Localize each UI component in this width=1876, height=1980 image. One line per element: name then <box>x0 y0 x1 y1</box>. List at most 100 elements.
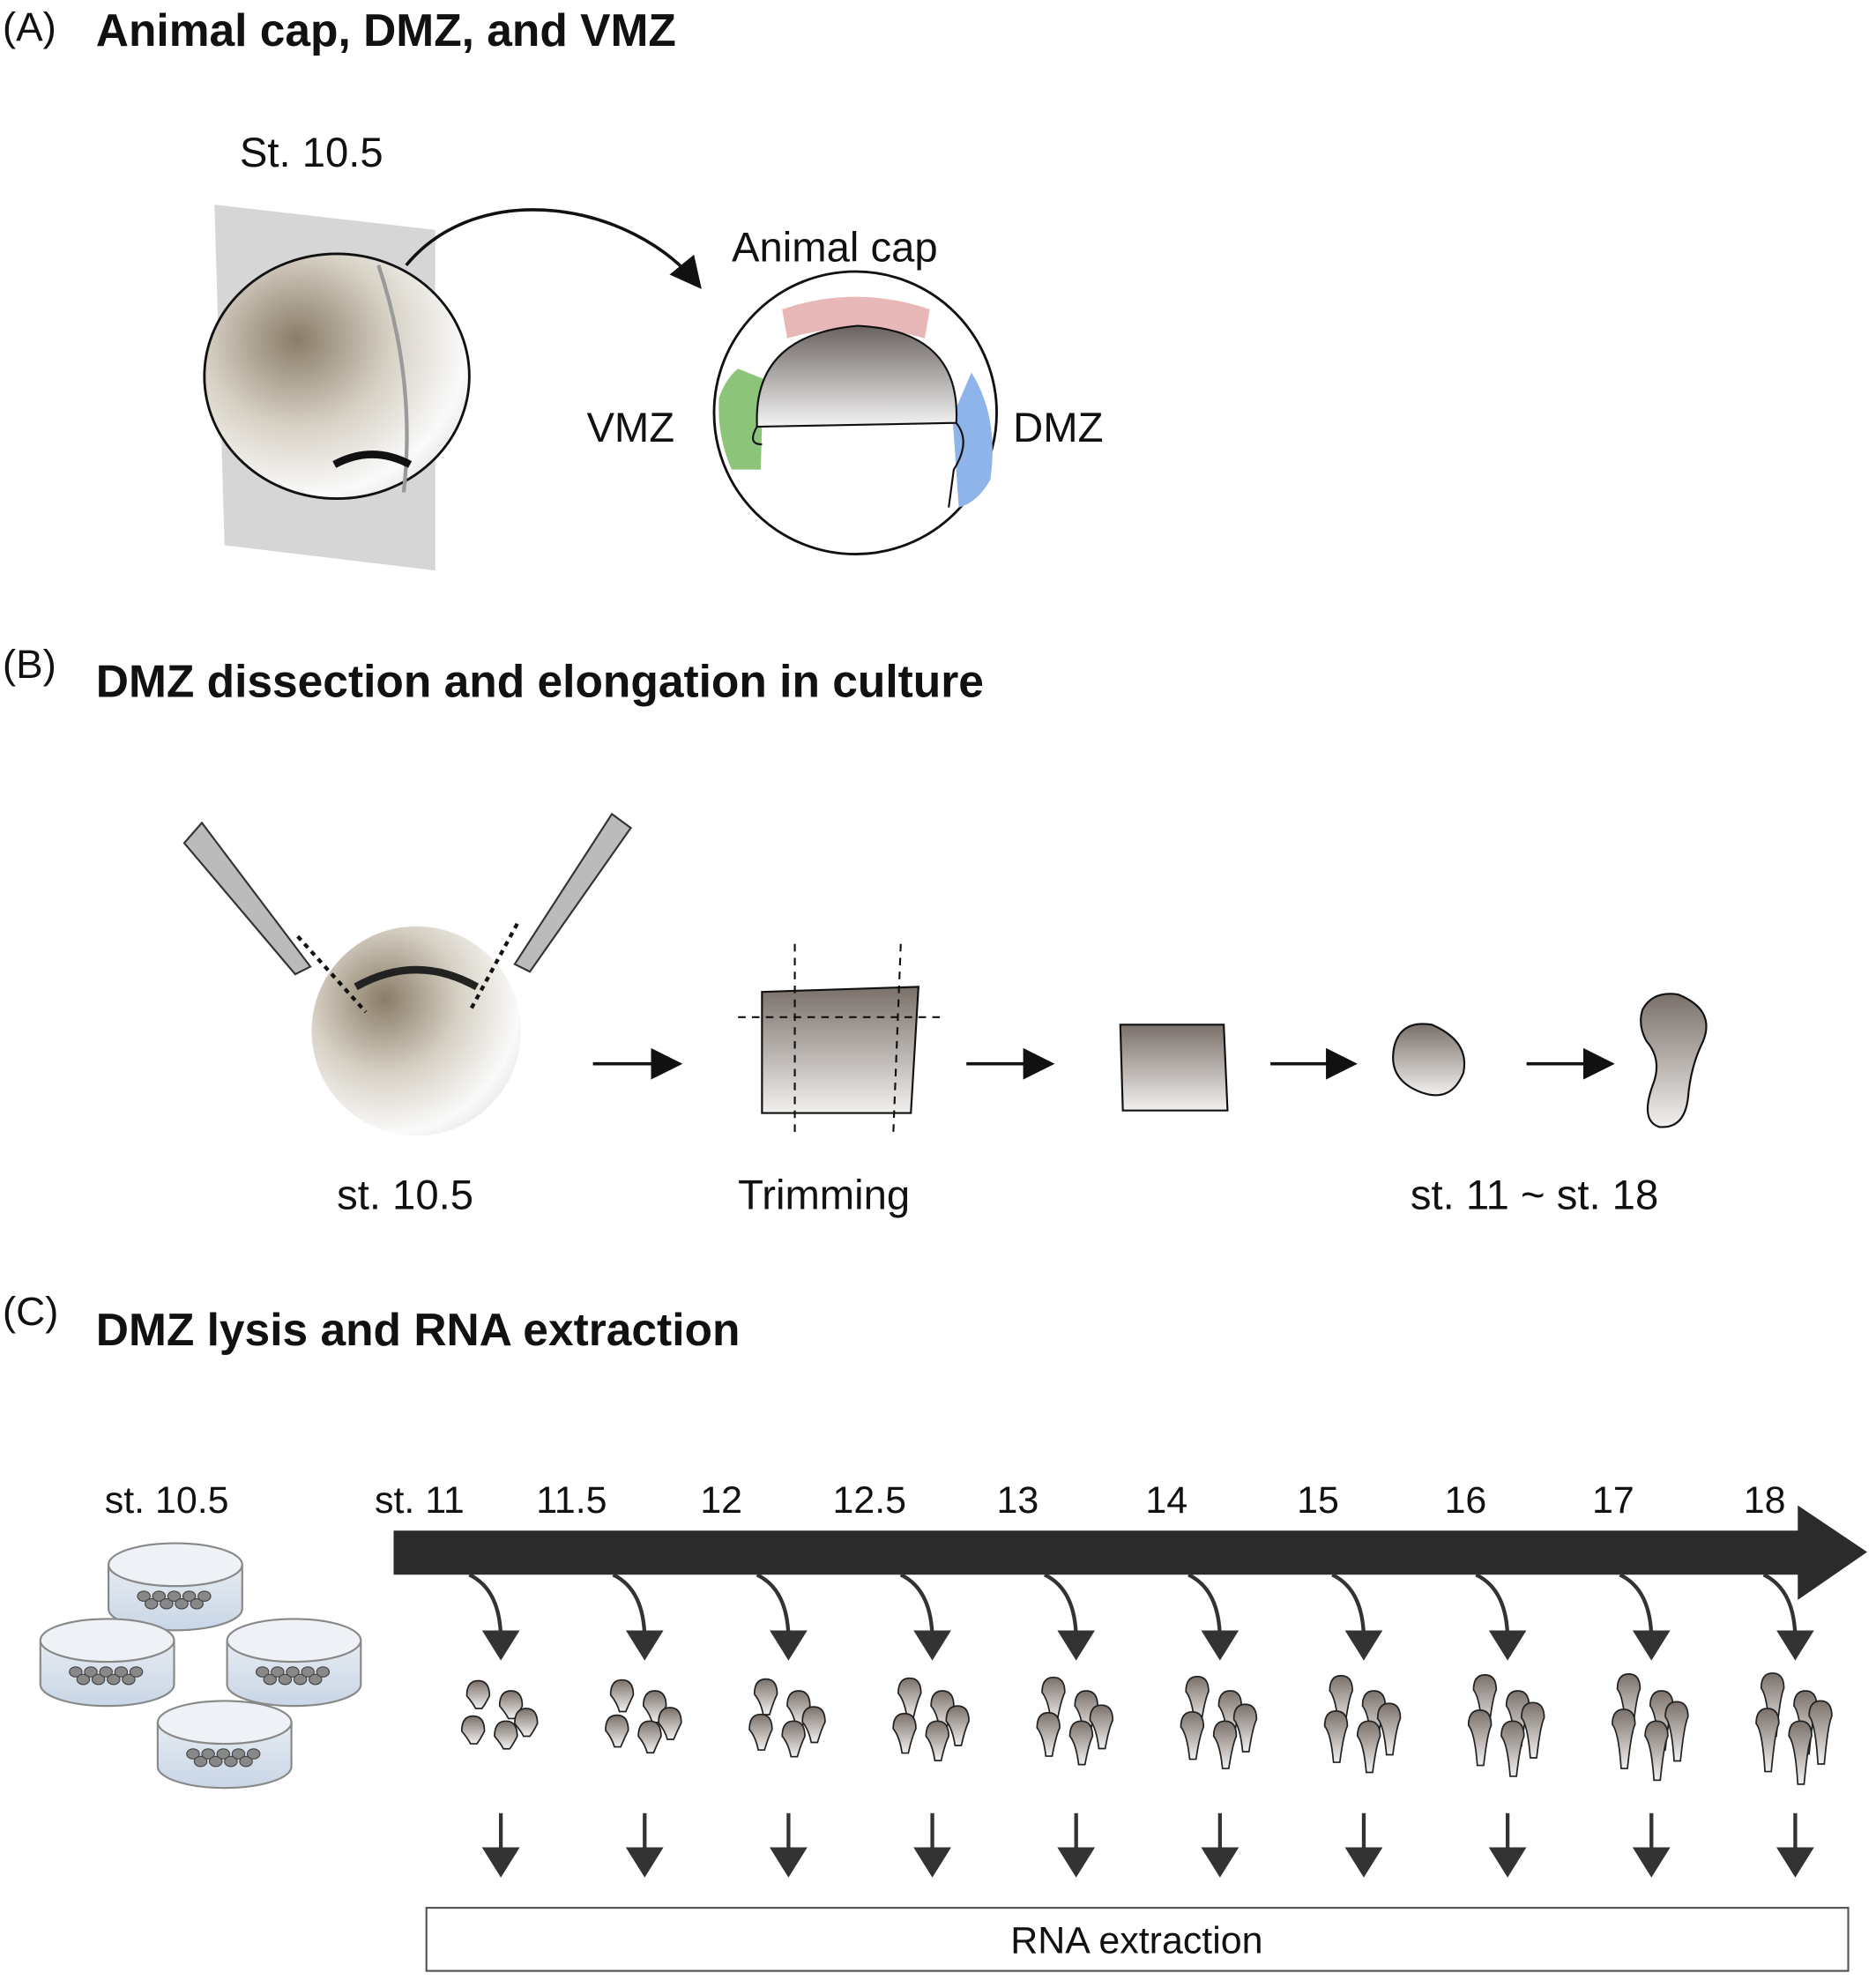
explant <box>1089 1704 1114 1750</box>
stage-column: 18 <box>1744 1479 1833 1878</box>
stage-label: 17 <box>1592 1479 1634 1522</box>
explant <box>897 1677 922 1719</box>
stage-columns: st. 11 11.5 12 12.5 13 14 15 16 17 18 <box>375 1479 1833 1878</box>
sampling-arrow <box>1331 1573 1383 1661</box>
explant <box>460 1715 486 1745</box>
sampling-arrow <box>468 1573 520 1661</box>
vmz-label: VMZ <box>586 405 674 451</box>
panel-c: (C) DMZ lysis and RNA extraction st. 10.… <box>3 1289 1867 1972</box>
section-arrow <box>405 208 702 289</box>
explant <box>1755 1708 1780 1773</box>
blastocoel-roof <box>756 324 958 428</box>
sampling-arrow <box>1187 1573 1240 1661</box>
stage-label: 12.5 <box>833 1479 907 1522</box>
stage-range-label: st. 11 ~ st. 18 <box>1411 1172 1658 1218</box>
panel-c-title: DMZ lysis and RNA extraction <box>96 1304 741 1355</box>
animal-cap-label: Animal cap <box>732 225 938 272</box>
panel-b-title: DMZ dissection and elongation in culture <box>96 655 984 706</box>
explant <box>609 1679 635 1713</box>
whole-embryo <box>203 252 471 501</box>
cut-line-right <box>467 922 519 1014</box>
stage-label: 16 <box>1445 1479 1487 1522</box>
explant <box>1323 1709 1349 1763</box>
stage-column: 12 <box>700 1479 826 1878</box>
vmz-region <box>718 368 763 470</box>
sampling-arrow <box>1043 1573 1096 1661</box>
explant <box>1041 1676 1066 1722</box>
explant <box>1180 1710 1205 1760</box>
petri-dish <box>39 1618 175 1708</box>
explant <box>514 1708 539 1738</box>
explant <box>1232 1703 1258 1753</box>
petri-dish <box>107 1542 243 1632</box>
stage-column: 11.5 <box>536 1479 682 1878</box>
stage-column: 16 <box>1445 1479 1545 1878</box>
sampling-arrow <box>1475 1573 1527 1661</box>
explant <box>1644 1720 1669 1782</box>
stage-label: 14 <box>1145 1479 1187 1522</box>
explant <box>748 1713 773 1751</box>
forceps-right <box>513 812 633 973</box>
culture-dishes <box>39 1542 362 1790</box>
stage-label: 15 <box>1297 1479 1339 1522</box>
stage-column: 13 <box>997 1479 1114 1878</box>
trim-lines <box>738 943 941 1136</box>
explant <box>658 1707 682 1740</box>
stage-column: 12.5 <box>833 1479 970 1878</box>
explant <box>801 1706 826 1744</box>
timeline-arrow <box>393 1505 1867 1600</box>
elongated-explant <box>1640 993 1708 1128</box>
explant <box>753 1678 778 1716</box>
stage-label: 18 <box>1744 1479 1786 1522</box>
rounded-explant <box>1392 1023 1466 1097</box>
panel-c-letter: (C) <box>3 1289 59 1334</box>
animal-cap-region <box>782 296 930 339</box>
stage-column: st. 11 <box>375 1479 539 1878</box>
sampling-arrow <box>899 1573 952 1661</box>
stage-label: St. 10.5 <box>240 130 383 176</box>
explant <box>892 1712 917 1754</box>
dmz-explant-untrimmed <box>761 986 919 1114</box>
trimming-label: Trimming <box>738 1172 910 1218</box>
stage-column: 15 <box>1297 1479 1402 1878</box>
cut-line-left <box>296 934 368 1014</box>
sampling-arrow <box>612 1573 664 1661</box>
stage-label: 11.5 <box>536 1479 607 1522</box>
sampling-arrow <box>1762 1573 1814 1661</box>
panel-b: (B) DMZ dissection and elongation in cul… <box>3 642 1708 1218</box>
rna-extraction-box <box>425 1907 1850 1972</box>
stage-label: 12 <box>700 1479 742 1522</box>
panel-a-letter: (A) <box>3 4 56 49</box>
stage-column: 14 <box>1145 1479 1258 1878</box>
panel-a: (A) Animal cap, DMZ, and VMZ St. 10.5 An… <box>3 4 1103 571</box>
panel-b-letter: (B) <box>3 642 56 687</box>
blastopore-lip <box>332 450 413 468</box>
explant <box>1036 1711 1061 1757</box>
rna-extraction-label: RNA extraction <box>1010 1920 1262 1962</box>
explant <box>1212 1720 1238 1769</box>
blastopore-b <box>354 965 480 991</box>
explant <box>494 1720 518 1750</box>
panel-a-title: Animal cap, DMZ, and VMZ <box>96 4 676 56</box>
explant <box>1612 1708 1636 1769</box>
explant <box>605 1714 629 1748</box>
explant <box>1376 1702 1402 1756</box>
stage-start-label: st. 10.5 <box>337 1172 473 1218</box>
start-stage-label: st. 10.5 <box>105 1479 229 1522</box>
explant <box>1664 1701 1689 1762</box>
explant <box>1808 1700 1833 1765</box>
petri-dish <box>226 1618 362 1708</box>
stage-label: 13 <box>997 1479 1039 1522</box>
dmz-label: DMZ <box>1013 405 1103 451</box>
stage-label: st. 11 <box>375 1479 465 1522</box>
explant <box>945 1705 970 1746</box>
explant <box>925 1720 950 1761</box>
dmz-region <box>952 372 993 508</box>
sampling-arrow <box>1619 1573 1671 1661</box>
explant <box>1788 1720 1813 1785</box>
explant <box>1467 1709 1493 1767</box>
explant <box>1068 1720 1094 1766</box>
sampling-arrow <box>756 1573 808 1661</box>
embryo-b <box>311 926 522 1136</box>
